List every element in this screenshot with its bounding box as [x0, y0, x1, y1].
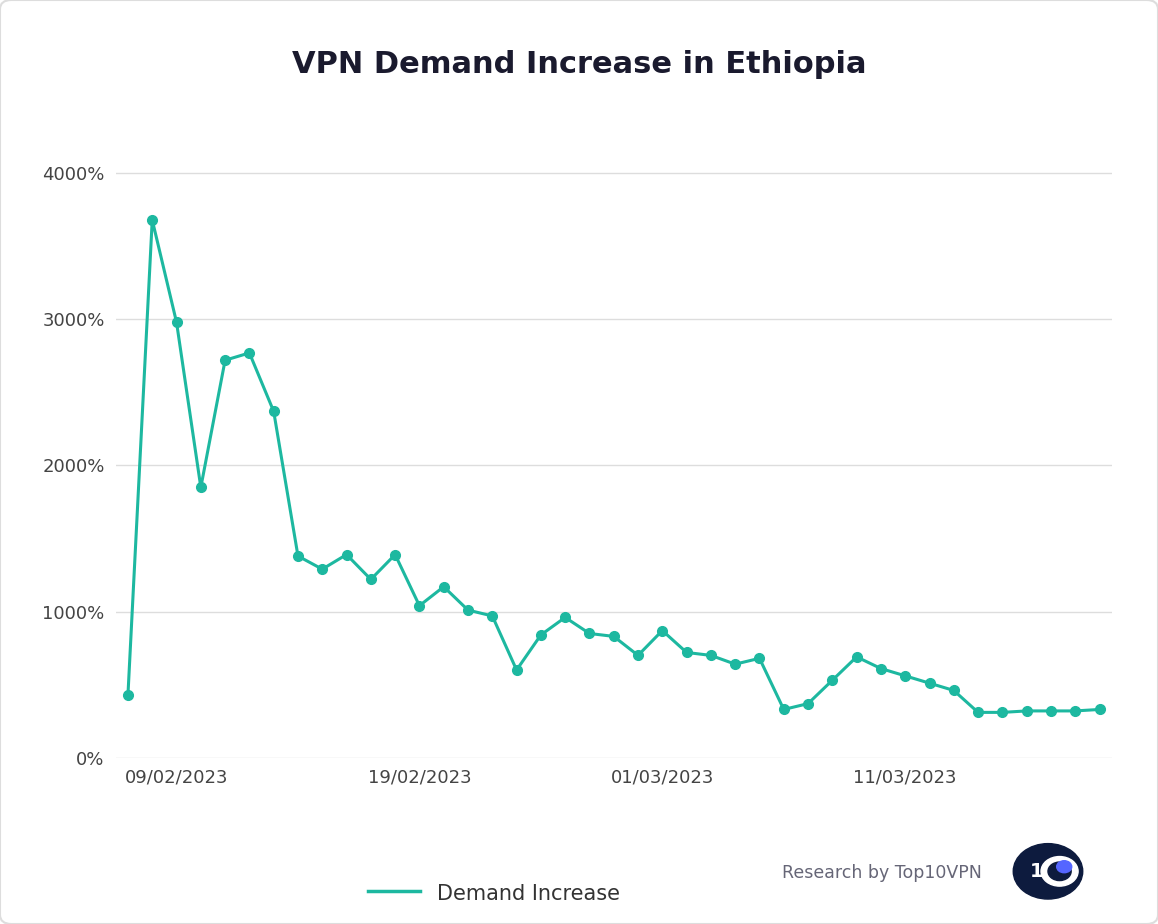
- Text: 1: 1: [1029, 862, 1043, 881]
- Legend: Demand Increase: Demand Increase: [360, 875, 629, 912]
- Text: Research by Top10VPN: Research by Top10VPN: [782, 864, 982, 882]
- Text: VPN Demand Increase in Ethiopia: VPN Demand Increase in Ethiopia: [292, 50, 866, 79]
